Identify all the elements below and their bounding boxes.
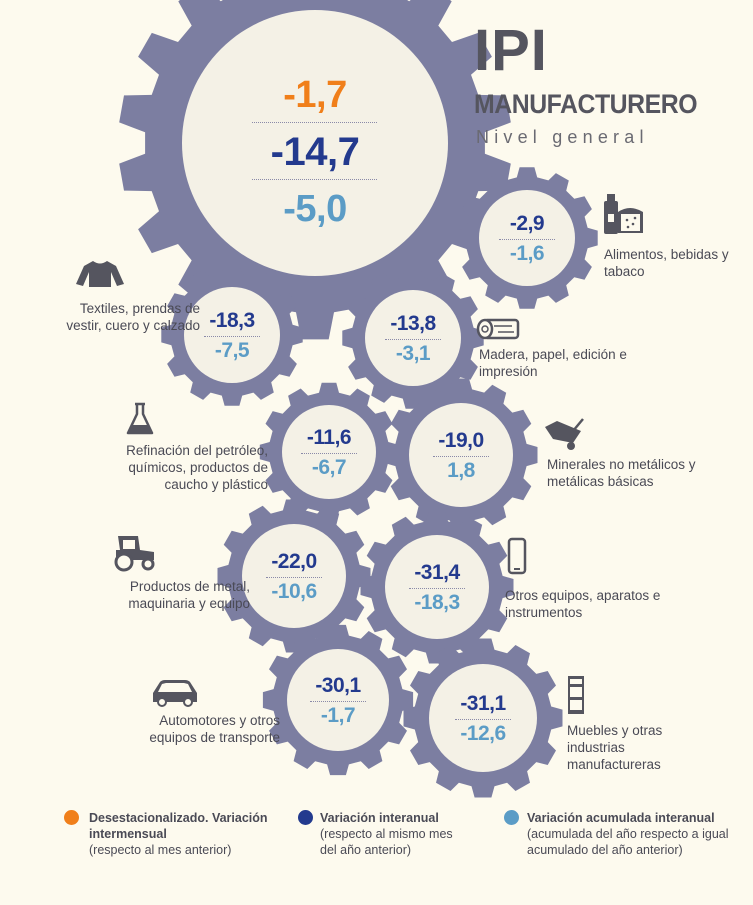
legend-dot-interanual bbox=[298, 810, 313, 825]
legend-note-interanual: (respecto al mismo mes del año anterior) bbox=[320, 827, 453, 857]
sector-label-otros-equipos: Otros equipos, aparatos e instrumentos bbox=[505, 588, 661, 620]
sector-acumulada-value-refinacion: -6,7 bbox=[311, 456, 347, 479]
sector-gear-minerales bbox=[384, 378, 538, 532]
legend-item-mensual: Desestacionalizado. Variación intermensu… bbox=[89, 810, 289, 858]
sector-interanual-value-madera: -13,8 bbox=[390, 312, 436, 335]
log-icon bbox=[476, 318, 520, 340]
sector-acumulada-value-alimentos: -1,6 bbox=[509, 242, 545, 265]
sector-acumulada-value-madera: -3,1 bbox=[395, 342, 431, 365]
legend-note-acumulada: (acumulada del año respecto a igual acum… bbox=[527, 827, 729, 857]
cabinet-icon bbox=[568, 676, 584, 714]
sector-separator-textiles bbox=[204, 336, 260, 337]
sector-gear-refinacion bbox=[259, 382, 399, 522]
legend-item-interanual: Variación interanual (respecto al mismo … bbox=[320, 810, 470, 858]
car-icon bbox=[153, 680, 197, 707]
sector-label-refinacion: Refinación del petróleo, químicos, produ… bbox=[126, 443, 268, 492]
sector-gear-alimentos bbox=[456, 167, 598, 309]
shirt-icon bbox=[76, 261, 124, 287]
sector-separator-madera bbox=[385, 339, 441, 340]
main-interanual-value: -14,7 bbox=[270, 130, 360, 174]
sector-gear-otros-equipos bbox=[360, 510, 514, 664]
sector-gear-textiles bbox=[161, 264, 303, 406]
legend-dot-acumulada bbox=[504, 810, 519, 825]
food-icon bbox=[604, 194, 643, 234]
flask-icon bbox=[126, 402, 154, 435]
sector-separator-metal bbox=[266, 577, 322, 578]
page-subtitle: MANUFACTURERO bbox=[474, 89, 698, 119]
legend-dot-mensual bbox=[64, 810, 79, 825]
main-acumulada-value: -5,0 bbox=[283, 188, 347, 230]
sector-interanual-value-textiles: -18,3 bbox=[209, 309, 255, 332]
legend-title-mensual: Desestacionalizado. Variación intermensu… bbox=[89, 811, 268, 841]
sector-separator-otros-equipos bbox=[409, 588, 465, 589]
sector-interanual-value-otros-equipos: -31,4 bbox=[414, 561, 460, 584]
sector-separator-refinacion bbox=[301, 453, 357, 454]
sector-acumulada-value-textiles: -7,5 bbox=[214, 339, 250, 362]
sector-label-alimentos: Alimentos, bebidas y tabaco bbox=[604, 247, 729, 279]
sector-separator-muebles bbox=[455, 719, 511, 720]
tractor-icon bbox=[114, 536, 155, 572]
sector-interanual-value-automotores: -30,1 bbox=[315, 674, 361, 697]
sector-label-muebles: Muebles y otras industrias manufacturera… bbox=[567, 723, 663, 772]
sector-label-textiles: Textiles, prendas de vestir, cuero y cal… bbox=[66, 301, 200, 333]
main-mensual-value: -1,7 bbox=[283, 74, 347, 116]
sector-acumulada-value-minerales: 1,8 bbox=[447, 459, 475, 482]
phone-icon bbox=[507, 537, 527, 575]
wheelbarrow-icon bbox=[545, 418, 584, 450]
sector-interanual-value-alimentos: -2,9 bbox=[509, 212, 545, 235]
legend-note-mensual: (respecto al mes anterior) bbox=[89, 843, 232, 857]
main-separator-2 bbox=[252, 179, 377, 180]
sector-label-minerales: Minerales no metálicos y metálicas básic… bbox=[547, 457, 696, 489]
sector-acumulada-value-otros-equipos: -18,3 bbox=[414, 591, 460, 614]
legend-title-acumulada: Variación acumulada interanual bbox=[527, 811, 715, 825]
legend-title-interanual: Variación interanual bbox=[320, 811, 439, 825]
sector-acumulada-value-automotores: -1,7 bbox=[320, 704, 356, 727]
main-gear bbox=[119, 0, 511, 340]
sector-interanual-value-muebles: -31,1 bbox=[460, 692, 506, 715]
page-subheading: Nivel general bbox=[476, 127, 649, 147]
sector-interanual-value-minerales: -19,0 bbox=[438, 429, 484, 452]
sector-acumulada-value-metal: -10,6 bbox=[271, 580, 317, 603]
sector-label-madera: Madera, papel, edición e impresión bbox=[479, 347, 627, 379]
sector-separator-minerales bbox=[433, 456, 489, 457]
sector-acumulada-value-muebles: -12,6 bbox=[460, 722, 506, 745]
sector-separator-automotores bbox=[310, 701, 366, 702]
sector-gear-madera bbox=[342, 267, 484, 409]
main-separator-1 bbox=[252, 122, 377, 123]
sector-separator-alimentos bbox=[499, 239, 555, 240]
sector-gear-muebles bbox=[403, 638, 563, 798]
page-title: IPI bbox=[474, 18, 548, 83]
sector-interanual-value-refinacion: -11,6 bbox=[306, 426, 352, 449]
sector-gear-automotores bbox=[262, 624, 414, 776]
sector-label-metal: Productos de metal, maquinaria y equipo bbox=[128, 579, 250, 611]
sector-gear-metal bbox=[217, 499, 371, 653]
sector-interanual-value-metal: -22,0 bbox=[271, 550, 317, 573]
sector-label-automotores: Automotores y otros equipos de transport… bbox=[149, 713, 280, 745]
legend-item-acumulada: Variación acumulada interanual (acumulad… bbox=[527, 810, 737, 858]
